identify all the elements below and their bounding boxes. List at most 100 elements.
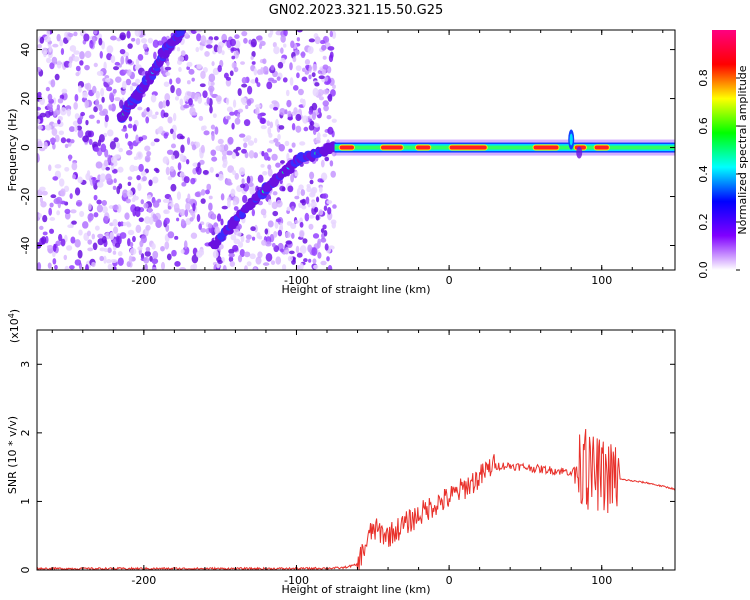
noise-speckle [63,254,68,261]
noise-speckle [148,216,154,225]
noise-speckle [113,66,120,71]
noise-speckle [68,62,73,68]
noise-speckle [111,168,118,174]
noise-speckle [167,176,173,181]
noise-speckle [129,241,134,248]
noise-speckle [84,50,92,59]
noise-speckle [251,61,256,65]
noise-speckle [229,260,236,267]
noise-speckle [106,45,114,54]
noise-speckle [125,78,132,86]
colorbar-ticks: 0.0 0.2 0.4 0.6 0.8 [697,69,740,279]
noise-speckle [261,239,267,246]
noise-speckle [135,58,140,67]
noise-speckle [52,258,57,265]
noise-speckle [74,239,81,248]
spectrogram-x-axis-label: Height of straight line (km) [281,283,430,296]
noise-speckle [186,80,191,85]
noise-speckle [127,123,133,129]
noise-speckle [311,247,318,256]
noise-speckle [118,183,123,190]
noise-speckle [132,235,136,243]
noise-speckle [242,137,250,143]
noise-speckle [281,186,286,192]
noise-speckle [197,96,203,104]
noise-speckle [212,67,220,76]
noise-speckle [257,251,263,259]
noise-speckle [326,115,332,120]
noise-speckle [324,80,331,86]
noise-speckle [269,104,275,109]
noise-speckle [301,67,306,73]
noise-speckle [255,256,262,265]
noise-speckle [138,217,144,223]
noise-speckle [240,234,245,243]
noise-speckle [285,240,293,245]
noise-speckle [320,159,325,168]
noise-speckle [308,124,315,131]
noise-speckle [259,117,266,124]
noise-speckle [255,77,259,84]
noise-speckle [164,93,171,102]
noise-speckle [37,140,43,149]
noise-speckle [143,202,149,209]
noise-speckle [230,47,237,52]
noise-speckle [127,176,133,181]
noise-speckle [221,50,225,56]
noise-speckle [93,194,98,201]
x-tick-label: 100 [591,274,612,287]
noise-speckle [267,220,274,228]
noise-speckle [150,141,156,147]
noise-speckle [174,235,179,240]
noise-speckle [247,85,253,95]
noise-speckle [70,236,76,244]
noise-speckle [329,160,334,167]
noise-speckle [327,93,333,102]
noise-speckle [322,89,330,95]
noise-speckle [234,40,241,49]
noise-speckle [239,248,245,258]
noise-speckle [198,223,202,230]
noise-speckle [217,259,223,265]
noise-speckle [151,258,159,265]
noise-speckle [48,207,53,216]
noise-speckle [91,233,96,240]
noise-speckle [145,224,151,231]
chart-title: GN02.2023.321.15.50.G25 [269,3,444,18]
noise-speckle [320,172,328,181]
noise-speckle [236,113,241,119]
noise-speckle [64,265,70,270]
noise-speckle [140,199,145,205]
noise-speckle [119,232,127,239]
noise-speckle [288,148,293,153]
noise-speckle [114,242,121,248]
noise-speckle [88,138,93,146]
noise-speckle [295,65,302,72]
noise-speckle [195,250,203,258]
noise-speckle [91,261,96,268]
noise-speckle [57,98,64,104]
noise-speckle [87,239,93,245]
snr-frame [36,329,676,571]
noise-speckle [39,97,46,106]
noise-speckle [112,250,117,255]
noise-speckle [132,165,139,172]
noise-speckle [331,118,337,123]
noise-speckle [233,206,239,211]
noise-speckle [113,266,117,270]
noise-speckle [114,97,121,102]
noise-speckle [211,61,215,67]
noise-speckle [74,259,82,266]
noise-speckle [280,160,285,164]
noise-speckle [59,107,67,116]
noise-speckle [263,152,269,161]
carrier-bright-segment [379,144,404,151]
noise-speckle [135,134,139,143]
noise-speckle [291,123,296,131]
noise-speckle [286,206,291,212]
noise-speckle [327,126,334,135]
noise-speckle [278,143,285,152]
noise-speckle [267,164,272,170]
noise-speckle [183,240,188,249]
noise-speckle [189,208,194,216]
